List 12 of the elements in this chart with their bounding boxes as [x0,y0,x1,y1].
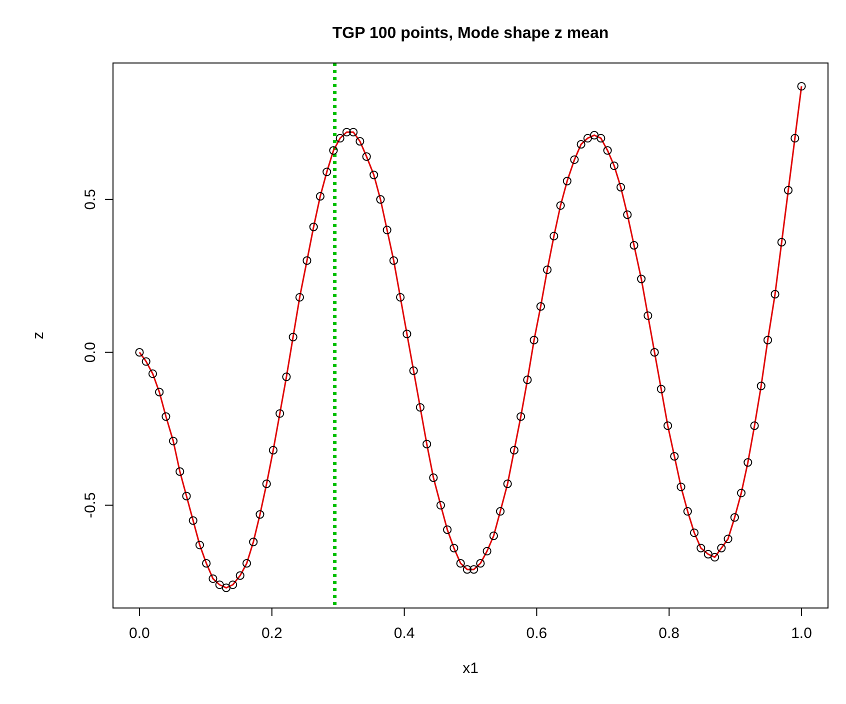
chart-title: TGP 100 points, Mode shape z mean [332,25,609,42]
x-tick-label: 0.4 [394,625,415,642]
x-tick-label: 1.0 [791,625,812,642]
y-tick-label: -0.5 [82,492,99,518]
y-tick-label: 0.5 [82,188,99,210]
x-tick-label: 0.6 [526,625,548,642]
x-axis-title: x1 [462,660,478,677]
y-tick-label: 0.0 [82,342,99,363]
x-tick-label: 0.0 [129,625,150,642]
x-tick-label: 0.2 [261,625,282,642]
y-axis-title: z [30,332,47,340]
x-tick-label: 0.8 [658,625,680,642]
